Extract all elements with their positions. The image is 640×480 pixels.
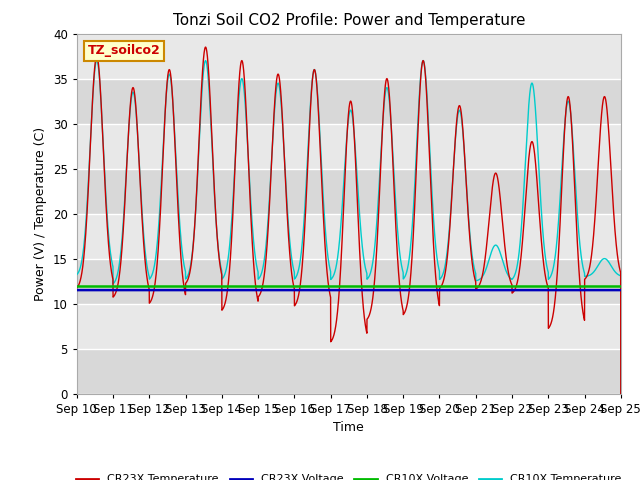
- X-axis label: Time: Time: [333, 421, 364, 434]
- Bar: [77, 214, 621, 259]
- Bar: [77, 34, 621, 79]
- Bar: [77, 79, 621, 123]
- Y-axis label: Power (V) / Temperature (C): Power (V) / Temperature (C): [35, 127, 47, 300]
- Bar: [77, 259, 621, 303]
- Legend: CR23X Temperature, CR23X Voltage, CR10X Voltage, CR10X Temperature: CR23X Temperature, CR23X Voltage, CR10X …: [72, 470, 626, 480]
- Bar: [77, 123, 621, 168]
- Bar: [77, 348, 621, 394]
- Bar: [77, 168, 621, 214]
- Title: Tonzi Soil CO2 Profile: Power and Temperature: Tonzi Soil CO2 Profile: Power and Temper…: [173, 13, 525, 28]
- Text: TZ_soilco2: TZ_soilco2: [88, 44, 161, 58]
- Bar: [77, 303, 621, 348]
